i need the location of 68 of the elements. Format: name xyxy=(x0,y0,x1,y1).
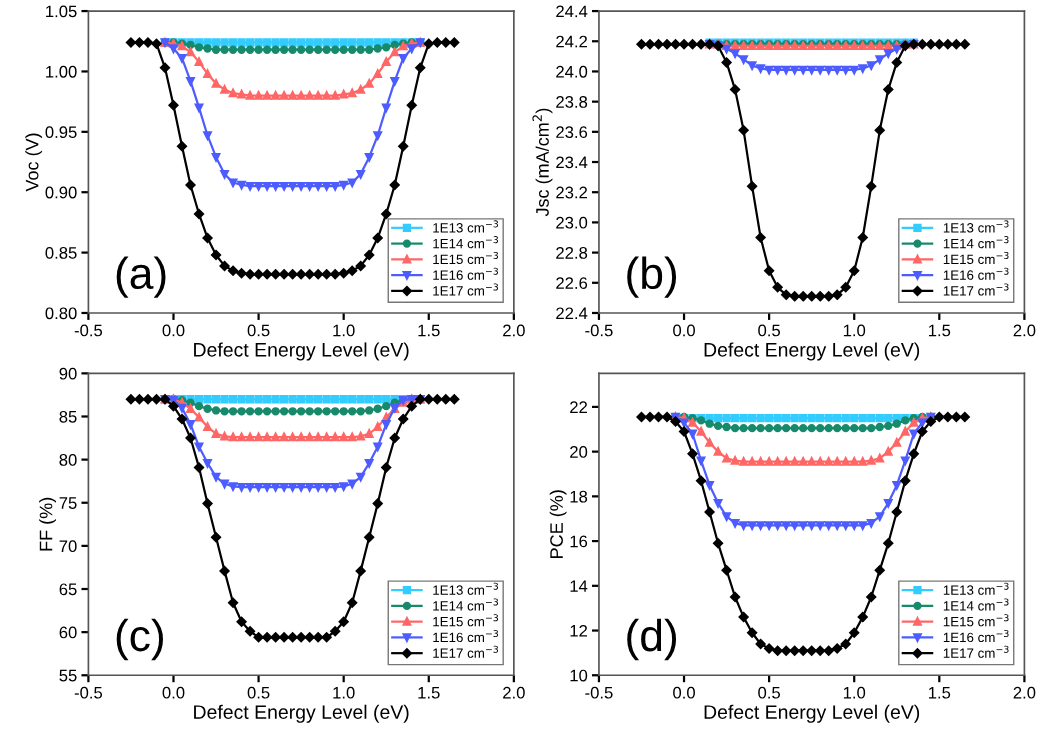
y-tick-label: 24.2 xyxy=(556,35,587,48)
y-tick-label: 24.4 xyxy=(556,5,588,18)
y-tick-label: 0.95 xyxy=(45,126,77,139)
x-tick-label: 1.5 xyxy=(418,324,440,337)
x-tick-label: -0.5 xyxy=(585,686,613,699)
x-tick-label: 0.5 xyxy=(758,686,781,699)
x-tick-label: 0.0 xyxy=(673,324,695,337)
y-tick-label: 23.4 xyxy=(556,156,588,169)
y-tick-label: 23.0 xyxy=(556,216,588,229)
x-axis-title: Defect Energy Level (eV) xyxy=(704,704,920,723)
x-tick-label: 1.0 xyxy=(333,686,355,699)
y-tick-label: 80 xyxy=(59,454,77,466)
y-tick-label: 90 xyxy=(59,367,77,380)
y-tick-label: 60 xyxy=(59,626,77,639)
y-tick-label: 22 xyxy=(570,401,587,413)
y-tick-label: 18 xyxy=(570,490,588,503)
x-tick-label: 1.5 xyxy=(418,686,440,699)
y-axis-title: PCE (%) xyxy=(549,490,567,558)
y-tick-label: 65 xyxy=(59,583,77,596)
y-axis-title: Jsc (mA/cm$^{2}$) xyxy=(532,108,553,217)
annotation: (d) xyxy=(627,618,677,661)
y-tick-label: 24.0 xyxy=(556,65,588,78)
y-tick-label: 22.6 xyxy=(556,277,588,289)
y-tick-label: 22.8 xyxy=(556,247,588,259)
x-tick-label: -0.5 xyxy=(74,686,103,699)
x-tick-label: 1.0 xyxy=(843,324,866,337)
y-tick-label: 20 xyxy=(570,446,588,458)
y-tick-label: 0.80 xyxy=(45,307,77,320)
y-tick-label: 1.05 xyxy=(46,5,77,18)
x-tick-label: 0.5 xyxy=(247,686,270,699)
y-tick-label: 55 xyxy=(59,669,77,682)
x-tick-label: 0.5 xyxy=(758,324,781,337)
x-tick-label: 2.0 xyxy=(1013,324,1036,337)
x-tick-label: 0.0 xyxy=(162,324,185,337)
x-tick-label: 1.5 xyxy=(929,686,951,699)
x-tick-label: 2.0 xyxy=(503,686,525,699)
x-axis-title: Defect Energy Level (eV) xyxy=(704,342,920,361)
y-tick-label: 23.6 xyxy=(556,126,588,139)
x-tick-label: 1.0 xyxy=(333,324,355,337)
y-tick-label: 16 xyxy=(570,535,588,548)
y-tick-label: 70 xyxy=(59,540,77,553)
x-tick-label: 2.0 xyxy=(503,324,525,337)
y-axis-title: Voc (V) xyxy=(25,133,43,192)
x-axis-title: Defect Energy Level (eV) xyxy=(194,342,409,361)
y-tick-label: 23.2 xyxy=(556,186,587,199)
y-tick-label: 0.85 xyxy=(45,247,77,259)
x-axis-title: Defect Energy Level (eV) xyxy=(194,704,409,723)
x-tick-label: 2.0 xyxy=(1013,686,1036,699)
y-tick-label: 22.4 xyxy=(556,307,588,320)
y-tick-label: 85 xyxy=(59,410,77,423)
y-tick-label: 23.8 xyxy=(556,96,588,108)
x-tick-label: 1.0 xyxy=(843,686,866,699)
x-tick-label: -0.5 xyxy=(74,324,103,337)
annotation: (a) xyxy=(116,256,166,298)
y-tick-label: 75 xyxy=(59,497,77,509)
x-tick-label: 0.0 xyxy=(673,686,695,699)
y-tick-label: 12 xyxy=(570,624,587,637)
annotation: (c) xyxy=(116,618,163,661)
x-tick-label: 0.5 xyxy=(247,324,270,337)
y-tick-label: 1.00 xyxy=(46,65,77,78)
y-tick-label: 0.90 xyxy=(45,186,77,199)
x-tick-label: 1.5 xyxy=(929,324,951,337)
annotation: (b) xyxy=(627,256,677,298)
y-tick-label: 10 xyxy=(570,669,588,682)
x-tick-label: 0.0 xyxy=(162,686,185,699)
x-tick-label: -0.5 xyxy=(585,324,613,337)
y-tick-label: 14 xyxy=(570,580,588,592)
y-axis-title: FF (%) xyxy=(39,497,56,551)
